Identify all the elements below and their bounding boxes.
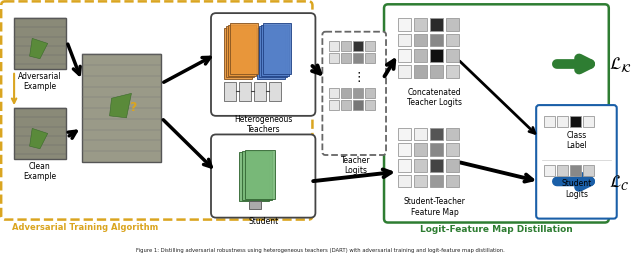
Bar	[445, 128, 459, 141]
Bar	[398, 175, 411, 187]
Bar	[430, 19, 443, 31]
Bar	[544, 116, 555, 127]
Bar	[557, 165, 568, 176]
Bar	[224, 82, 236, 102]
Bar	[365, 101, 375, 110]
Bar	[430, 144, 443, 156]
Bar	[398, 144, 411, 156]
Bar	[430, 66, 443, 78]
Bar	[365, 42, 375, 52]
Bar	[242, 151, 271, 200]
Text: Student
Logits: Student Logits	[562, 179, 592, 198]
Text: $\mathcal{L}_{\mathcal{C}}$: $\mathcal{L}_{\mathcal{C}}$	[609, 172, 629, 191]
Bar	[430, 35, 443, 47]
Bar	[226, 27, 253, 78]
Bar	[570, 165, 581, 176]
Bar	[330, 101, 339, 110]
Bar	[557, 116, 568, 127]
Bar	[570, 116, 581, 127]
Bar	[228, 26, 256, 76]
Bar	[353, 54, 363, 64]
Bar	[260, 26, 289, 76]
Bar	[365, 54, 375, 64]
Bar	[583, 165, 594, 176]
Bar	[14, 19, 66, 70]
Bar	[430, 159, 443, 172]
Bar	[341, 42, 351, 52]
Bar	[445, 66, 459, 78]
Text: Adversarial
Example: Adversarial Example	[18, 72, 62, 91]
Text: Teacher
Logits: Teacher Logits	[341, 155, 371, 175]
Bar	[365, 89, 375, 99]
Bar	[239, 152, 269, 201]
Bar	[414, 35, 427, 47]
Text: Concatenated
Teacher Logits: Concatenated Teacher Logits	[407, 87, 462, 106]
Text: Student: Student	[248, 216, 279, 225]
Text: Figure 1: Distilling adversarial robustness using heterogeneous teachers (DART) : Figure 1: Distilling adversarial robustn…	[136, 247, 505, 252]
Bar	[398, 159, 411, 172]
Bar	[398, 50, 411, 63]
Text: Clean
Example: Clean Example	[24, 161, 56, 181]
Bar	[341, 101, 351, 110]
Bar	[330, 89, 339, 99]
Text: Student-Teacher
Feature Map: Student-Teacher Feature Map	[404, 196, 466, 216]
Bar	[269, 82, 280, 102]
Bar	[414, 66, 427, 78]
FancyBboxPatch shape	[323, 33, 386, 155]
Bar	[430, 175, 443, 187]
Text: $\mathcal{L}_{\mathcal{K}}$: $\mathcal{L}_{\mathcal{K}}$	[609, 56, 632, 74]
Polygon shape	[29, 129, 48, 149]
Text: Logit-Feature Map Distillation: Logit-Feature Map Distillation	[420, 224, 573, 233]
Bar	[414, 159, 427, 172]
Bar	[330, 42, 339, 52]
Bar	[544, 165, 555, 176]
Bar	[414, 128, 427, 141]
Bar	[249, 201, 260, 209]
Bar	[239, 82, 251, 102]
Bar	[353, 101, 363, 110]
Bar	[14, 109, 66, 159]
Bar	[257, 29, 285, 79]
Bar	[353, 42, 363, 52]
Bar	[245, 151, 275, 199]
Bar	[398, 19, 411, 31]
Bar	[583, 116, 594, 127]
Bar	[414, 175, 427, 187]
Bar	[253, 82, 266, 102]
Bar	[230, 24, 258, 75]
FancyBboxPatch shape	[211, 135, 316, 218]
Bar	[414, 50, 427, 63]
FancyBboxPatch shape	[211, 14, 316, 116]
Bar	[445, 35, 459, 47]
Bar	[445, 144, 459, 156]
Bar	[445, 159, 459, 172]
Bar	[330, 54, 339, 64]
Bar	[414, 144, 427, 156]
Bar	[414, 19, 427, 31]
Bar	[398, 66, 411, 78]
Bar	[445, 50, 459, 63]
Polygon shape	[109, 94, 131, 118]
Bar	[430, 128, 443, 141]
Text: Heterogeneous
Teachers: Heterogeneous Teachers	[234, 115, 293, 134]
Bar	[82, 55, 161, 162]
Bar	[445, 19, 459, 31]
Text: ?: ?	[129, 101, 137, 114]
Bar	[353, 89, 363, 99]
Text: Class
Label: Class Label	[566, 130, 588, 149]
Bar	[398, 35, 411, 47]
Bar	[224, 29, 252, 79]
FancyBboxPatch shape	[536, 106, 617, 219]
Bar	[430, 50, 443, 63]
Bar	[341, 89, 351, 99]
Bar	[259, 27, 287, 78]
Bar	[262, 24, 291, 75]
Text: Adversarial Training Algorithm: Adversarial Training Algorithm	[12, 222, 158, 231]
Text: ⋮: ⋮	[352, 71, 364, 84]
Bar	[341, 54, 351, 64]
Polygon shape	[29, 39, 48, 59]
Bar	[445, 175, 459, 187]
Bar	[398, 128, 411, 141]
